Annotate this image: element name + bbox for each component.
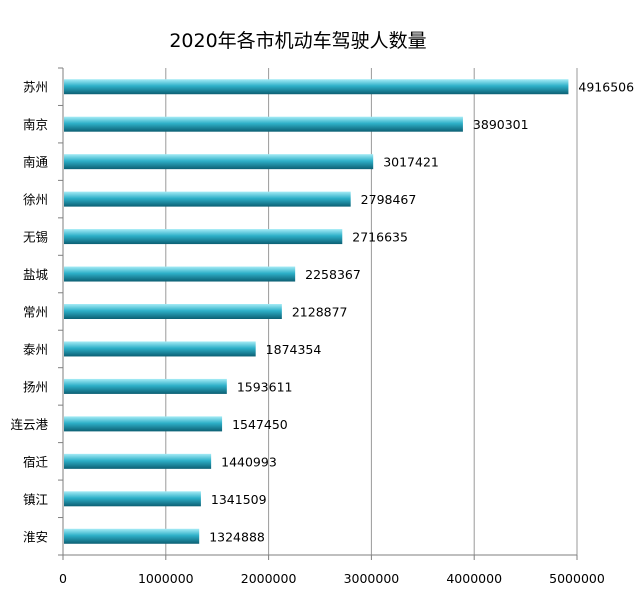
category-label: 淮安 bbox=[23, 529, 48, 544]
x-tick-label: 0 bbox=[59, 571, 67, 586]
x-tick-label: 5000000 bbox=[549, 571, 605, 586]
category-label: 徐州 bbox=[23, 192, 48, 207]
category-label: 常州 bbox=[23, 305, 48, 320]
category-label: 镇江 bbox=[23, 492, 48, 507]
x-tick-label: 3000000 bbox=[344, 571, 400, 586]
category-label: 扬州 bbox=[23, 379, 48, 394]
category-label: 苏州 bbox=[23, 80, 48, 95]
axes bbox=[58, 67, 578, 560]
bar bbox=[64, 79, 569, 95]
value-label: 1324888 bbox=[209, 529, 265, 544]
category-label: 连云港 bbox=[10, 417, 48, 432]
bar bbox=[64, 304, 282, 319]
value-label: 1547450 bbox=[232, 417, 288, 432]
value-label: 3890301 bbox=[473, 117, 529, 132]
bar bbox=[64, 453, 212, 469]
x-tick-label: 1000000 bbox=[138, 571, 194, 586]
value-label: 2798467 bbox=[361, 192, 417, 207]
value-label: 1440993 bbox=[221, 454, 277, 469]
bar bbox=[64, 341, 256, 357]
value-label: 2258367 bbox=[305, 267, 361, 282]
category-label: 无锡 bbox=[23, 230, 48, 245]
bar bbox=[64, 416, 223, 432]
value-label: 3017421 bbox=[383, 155, 439, 170]
category-label: 泰州 bbox=[23, 342, 48, 357]
category-label: 宿迁 bbox=[23, 454, 49, 469]
category-label: 南京 bbox=[23, 117, 48, 132]
bar bbox=[64, 378, 227, 394]
bars bbox=[64, 79, 569, 544]
category-label: 南通 bbox=[23, 155, 49, 170]
labels: 0 1000000 2000000 3000000 4000000 5000000 苏州 49… bbox=[10, 80, 634, 586]
x-tick-label: 4000000 bbox=[446, 571, 502, 586]
bar bbox=[64, 491, 201, 507]
category-label: 盐城 bbox=[23, 267, 49, 282]
bar bbox=[64, 528, 200, 544]
value-label: 1341509 bbox=[211, 492, 267, 507]
value-label: 1593611 bbox=[237, 379, 293, 394]
value-label: 2716635 bbox=[352, 230, 408, 245]
value-label: 4916506 bbox=[578, 80, 634, 95]
bar bbox=[64, 191, 351, 207]
bar bbox=[64, 116, 463, 132]
bar bbox=[64, 266, 296, 282]
value-label: 1874354 bbox=[266, 342, 322, 357]
chart-title: 2020年各市机动车驾驶人数量 bbox=[169, 30, 426, 52]
value-label: 2128877 bbox=[292, 305, 348, 320]
bar bbox=[64, 154, 374, 170]
bar bbox=[64, 229, 343, 245]
grid-lines bbox=[165, 68, 578, 555]
x-tick-label: 2000000 bbox=[241, 571, 297, 586]
